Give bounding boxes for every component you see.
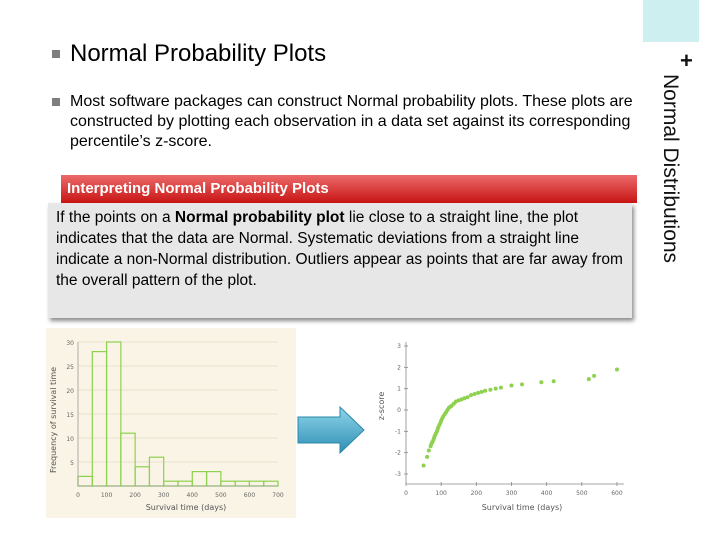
side-title: Normal Distributions xyxy=(644,70,690,298)
hist-bar xyxy=(234,480,251,487)
hist-bar xyxy=(177,480,193,487)
qq-point xyxy=(509,383,514,388)
qq-point xyxy=(483,388,488,393)
hist-x-tick: 600 xyxy=(244,492,256,499)
qq-point xyxy=(488,387,493,392)
plus-mark: + xyxy=(680,48,693,73)
hist-ylabel: Frequency of survival time xyxy=(49,367,58,473)
qq-x-tick: 300 xyxy=(506,490,518,497)
qq-x-tick: 600 xyxy=(611,490,623,497)
qq-y-tick: 2 xyxy=(397,364,401,371)
interpret-box-body: If the points on a Normal probability pl… xyxy=(48,203,632,318)
hist-bar xyxy=(120,432,136,487)
hist-bar xyxy=(77,475,93,487)
hist-x-tick: 400 xyxy=(187,492,199,499)
interpret-box-heading-text: Interpreting Normal Probability Plots xyxy=(67,180,329,197)
qq-y-tick: -1 xyxy=(395,428,401,435)
hist-bar xyxy=(205,471,222,487)
hist-bar xyxy=(248,480,265,487)
qq-point xyxy=(493,386,498,391)
qq-point xyxy=(498,385,503,390)
qq-y-tick: -2 xyxy=(395,450,401,457)
hist-y-tick: 10 xyxy=(66,436,74,443)
qq-point xyxy=(551,379,556,384)
qq-point xyxy=(479,389,484,394)
qq-point xyxy=(462,396,467,401)
hist-x-tick: 500 xyxy=(215,492,227,499)
qq-point xyxy=(586,377,591,382)
slide-title: Normal Probability Plots xyxy=(70,40,327,67)
interpret-text-1: If the points on a xyxy=(56,209,175,226)
qq-x-tick: 0 xyxy=(404,490,408,497)
hist-x-tick: 700 xyxy=(272,492,284,499)
qq-point xyxy=(421,463,426,468)
qq-x-tick: 500 xyxy=(576,490,588,497)
hist-bar xyxy=(148,456,165,487)
hist-bar xyxy=(191,471,208,487)
qq-point xyxy=(539,380,544,385)
qq-point xyxy=(520,382,525,387)
corner-tab xyxy=(643,0,699,42)
normal-probability-plot: -3 -2 -1 0 1 2 3 0 100 200 300 400 500 600 Survival t… xyxy=(372,328,638,518)
qq-y-tick: 0 xyxy=(397,407,401,414)
hist-y-tick: 20 xyxy=(66,388,74,395)
qq-ylabel: z-score xyxy=(377,392,386,421)
qq-point xyxy=(469,393,474,398)
body-text: Most software packages can construct Nor… xyxy=(70,93,633,150)
qq-point xyxy=(592,373,597,378)
hist-bar xyxy=(91,351,108,487)
histogram-chart: 5 10 15 20 25 30 0 100 200 300 400 500 600 700 Surviv… xyxy=(46,328,296,518)
qq-point xyxy=(426,448,431,453)
interpret-text-bold: Normal probability plot xyxy=(174,209,345,226)
qq-point xyxy=(614,367,619,372)
hist-x-tick: 200 xyxy=(129,492,141,499)
qq-x-tick: 400 xyxy=(541,490,553,497)
qq-point xyxy=(465,395,470,400)
interpret-box-text: If the points on a Normal probability pl… xyxy=(48,203,632,291)
hist-bar xyxy=(263,480,279,487)
hist-xlabel: Survival time (days) xyxy=(146,503,227,512)
hist-bar xyxy=(220,480,236,487)
qq-y-tick: 1 xyxy=(397,386,401,393)
hist-y-tick: 5 xyxy=(70,460,74,467)
qq-point xyxy=(472,392,477,396)
hist-x-tick: 0 xyxy=(76,492,80,499)
title-bullet-icon xyxy=(52,50,60,58)
qq-x-tick: 100 xyxy=(435,490,447,497)
hist-bar xyxy=(163,480,179,487)
side-title-text: Normal Distributions xyxy=(659,74,682,264)
hist-x-tick: 100 xyxy=(101,492,113,499)
right-arrow-icon xyxy=(297,405,365,455)
hist-y-tick: 15 xyxy=(66,412,74,419)
qq-point xyxy=(425,454,430,459)
hist-bar xyxy=(134,466,151,487)
interpret-box-heading: Interpreting Normal Probability Plots xyxy=(61,175,637,203)
body-bullet-icon xyxy=(52,98,60,106)
hist-y-tick: 25 xyxy=(66,364,74,371)
hist-y-tick: 30 xyxy=(66,340,74,347)
qq-point xyxy=(476,390,481,395)
qq-svg: -3 -2 -1 0 1 2 3 0 100 200 300 400 500 600 Survival t… xyxy=(377,342,624,512)
qq-y-tick: 3 xyxy=(397,343,401,350)
qq-y-tick: -3 xyxy=(395,471,401,478)
hist-x-tick: 300 xyxy=(158,492,170,499)
qq-x-tick: 200 xyxy=(471,490,483,497)
qq-xlabel: Survival time (days) xyxy=(482,503,563,512)
interpret-text-2: lie close to a straight line, the plot i… xyxy=(56,209,623,289)
